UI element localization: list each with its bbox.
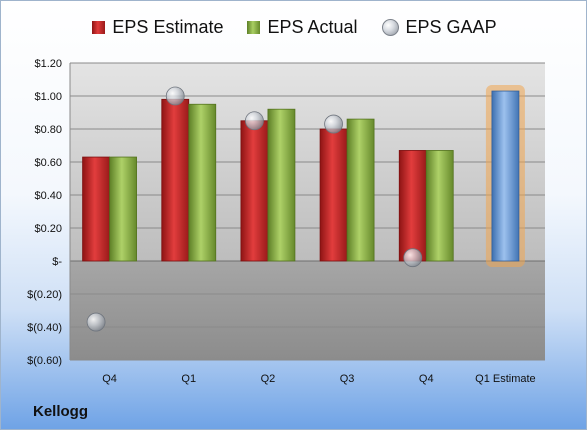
company-label: Kellogg: [33, 403, 88, 420]
x-tick-label: Q4: [419, 373, 434, 385]
legend: EPS Estimate EPS Actual EPS GAAP: [1, 17, 587, 38]
bar-eps-actual: [346, 118, 375, 262]
legend-swatch-eps-estimate: [92, 21, 106, 34]
y-tick-label: $-: [52, 256, 62, 268]
bar-eps-estimate: [82, 156, 110, 262]
legend-swatch-eps-actual: [247, 21, 261, 34]
bar-eps-estimate: [161, 98, 190, 262]
gaap-points: [86, 86, 423, 332]
y-tick-label: $(0.40): [27, 322, 62, 334]
y-tick-label: $0.40: [34, 190, 62, 202]
bar-eps-estimate-highlight: [491, 90, 520, 262]
x-tick-label: Q3: [340, 373, 355, 385]
y-tick-label: $0.20: [34, 223, 62, 235]
x-tick-label: Q1 Estimate: [475, 373, 536, 385]
legend-label-eps-gaap: EPS GAAP: [405, 17, 497, 37]
gridlines: [70, 62, 545, 361]
point-eps-gaap: [245, 111, 264, 131]
y-tick-label: $0.60: [34, 157, 62, 169]
legend-item-eps-gaap: EPS GAAP: [381, 17, 497, 38]
y-tick-label: $1.20: [34, 58, 62, 70]
legend-label-eps-estimate: EPS Estimate: [112, 17, 224, 37]
y-tick-label: $(0.20): [27, 289, 62, 301]
x-tick-label: Q1: [181, 373, 196, 385]
bar-eps-actual: [267, 108, 296, 262]
legend-item-eps-estimate: EPS Estimate: [92, 17, 223, 38]
y-axis: $(0.60) $(0.40) $(0.20) $- $0.20 $0.40 $0.60 $0…: [27, 58, 71, 367]
bar-eps-estimate: [319, 128, 348, 262]
legend-label-eps-actual: EPS Actual: [267, 17, 358, 37]
point-eps-gaap: [86, 312, 106, 332]
legend-item-eps-actual: EPS Actual: [247, 17, 358, 38]
bar-eps-actual: [109, 156, 137, 262]
plot-bg-negative: [70, 261, 545, 360]
y-tick-label: $(0.60): [27, 355, 62, 367]
point-eps-gaap: [403, 248, 423, 268]
bar-eps-actual: [188, 103, 217, 262]
bar-eps-estimate: [398, 150, 427, 262]
bars: [82, 85, 525, 267]
x-tick-label: Q4: [102, 373, 117, 385]
point-eps-gaap: [324, 114, 343, 134]
y-tick-label: $0.80: [34, 124, 62, 136]
plot-area: [70, 63, 545, 360]
legend-swatch-eps-gaap: [381, 19, 399, 36]
x-axis: Q4 Q1 Q2 Q3 Q4 Q1 Estimate: [102, 373, 535, 385]
bar-eps-actual: [425, 150, 454, 262]
bar-eps-estimate: [240, 120, 269, 262]
y-tick-label: $1.00: [34, 91, 62, 103]
point-eps-gaap: [165, 86, 185, 106]
highlight-glow: [485, 85, 525, 267]
x-tick-label: Q2: [261, 373, 276, 385]
